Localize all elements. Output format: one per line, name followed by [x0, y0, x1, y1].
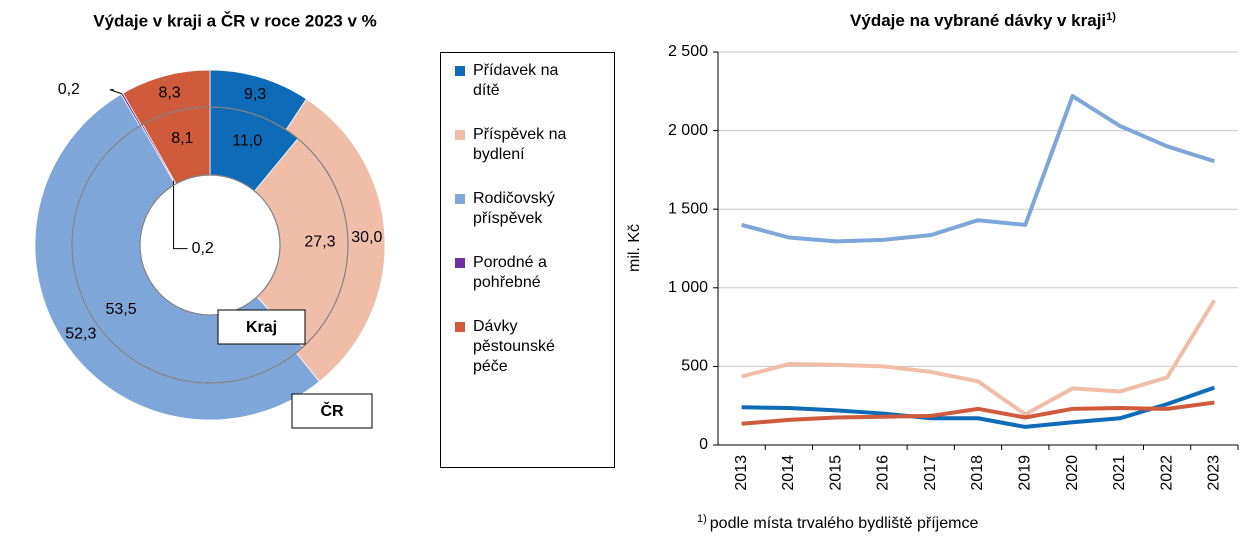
line-title: Výdaje na vybrané dávky v kraji1) [850, 11, 1116, 31]
line-series [741, 385, 1216, 429]
legend-swatch [455, 322, 465, 332]
data-label: 0,2 [192, 240, 214, 257]
y-tick-label: 1 500 [668, 200, 708, 217]
y-tick-label: 500 [681, 358, 708, 375]
series-label-box [217, 309, 306, 345]
footnote-mark: 1) [697, 513, 707, 525]
x-tick-label: 2016 [875, 455, 892, 491]
legend: Přídavek na dítě Příspěvek na bydlení Rodi… [440, 52, 615, 468]
x-tick-label: 2020 [1064, 455, 1081, 491]
ring-border [71, 106, 349, 384]
data-label: 52,3 [65, 325, 96, 342]
data-label: 9,3 [244, 86, 266, 103]
y-tick-label: 1 000 [668, 279, 708, 296]
y-tick-label: 0 [699, 436, 708, 453]
x-tick-label: 2021 [1111, 455, 1128, 491]
legend-label: Příspěvek na bydlení [473, 126, 567, 163]
line-series [741, 94, 1215, 244]
donut-title: Výdaje v kraji a ČR v roce 2023 v % [93, 11, 377, 30]
series-label: ČR [320, 401, 344, 420]
y-tick-label: 2 000 [668, 122, 708, 139]
legend-item: Dávky pěstounské péče [455, 317, 608, 377]
x-tick-label: 2017 [922, 455, 939, 491]
legend-label: Porodné a pohřebné [473, 254, 547, 291]
footnote: 1) podle místa trvalého bydliště příjemce [697, 513, 978, 532]
legend-swatch [455, 66, 465, 76]
legend-label: Dávky pěstounské péče [473, 318, 555, 375]
line-series [741, 299, 1217, 417]
title-note: 1) [1106, 11, 1116, 23]
y-tick-label: 2 500 [668, 43, 708, 60]
footnote-text: podle místa trvalého bydliště příjemce [710, 515, 979, 532]
legend-item: Příspěvek na bydlení [455, 125, 608, 165]
leader-line [109, 89, 123, 95]
legend-swatch [455, 258, 465, 268]
x-tick-label: 2018 [969, 455, 986, 491]
line-series [741, 400, 1215, 426]
data-label: 53,5 [105, 301, 136, 318]
data-label: 27,3 [304, 234, 335, 251]
data-label: 8,3 [158, 85, 180, 102]
ring-border [139, 174, 281, 316]
data-label: 11,0 [232, 133, 262, 150]
leader-line [173, 180, 188, 250]
x-tick-label: 2015 [827, 455, 844, 491]
series-label: Kraj [246, 319, 277, 336]
x-tick-label: 2019 [1016, 455, 1033, 491]
line-title-text: Výdaje na vybrané dávky v kraji [850, 11, 1106, 30]
legend-item: Porodné a pohřebné [455, 253, 608, 293]
legend-label: Přídavek na dítě [473, 62, 559, 99]
legend-item: Rodičovský příspěvek [455, 189, 608, 229]
legend-swatch [455, 194, 465, 204]
data-label: 8,1 [171, 130, 193, 147]
x-tick-label: 2022 [1158, 455, 1175, 491]
legend-label: Rodičovský příspěvek [473, 190, 555, 227]
legend-item: Přídavek na dítě [455, 61, 608, 101]
x-tick-label: 2013 [733, 455, 750, 491]
legend-swatch [455, 130, 465, 140]
series-label-box [291, 393, 373, 429]
y-axis-label: mil. Kč [626, 224, 643, 272]
data-label: 30,0 [351, 229, 382, 246]
data-label: 0,2 [58, 81, 80, 98]
x-tick-label: 2014 [780, 455, 797, 491]
x-tick-label: 2023 [1206, 455, 1223, 491]
